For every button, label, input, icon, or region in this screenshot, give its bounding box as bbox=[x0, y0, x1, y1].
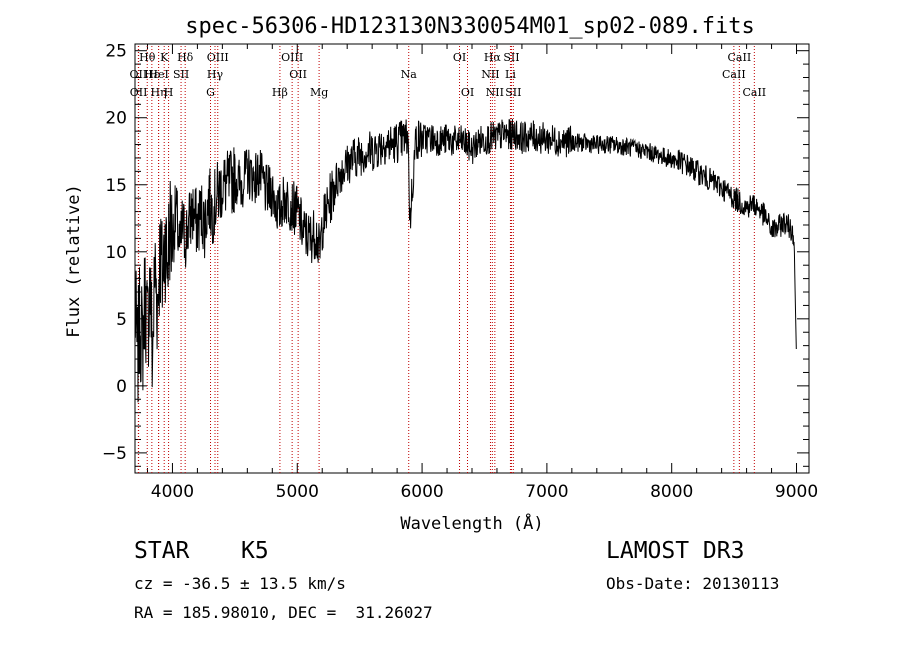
flux-line bbox=[134, 118, 797, 403]
y-tick-label: 5 bbox=[116, 310, 127, 330]
y-axis-label: Flux (relative) bbox=[64, 184, 84, 338]
spectral-line-label: CaII bbox=[728, 51, 752, 64]
spectral-line-label: HeI bbox=[148, 68, 168, 81]
y-tick-label: −5 bbox=[102, 444, 127, 464]
spectral-line-label: Hα bbox=[484, 51, 502, 64]
spectral-line-label: CaII bbox=[742, 86, 766, 99]
spectral-line-label: OII bbox=[289, 68, 307, 81]
y-tick-label: 20 bbox=[105, 109, 127, 129]
spectral-line-label: NII bbox=[486, 86, 504, 99]
spectral-line-label: G bbox=[206, 86, 215, 99]
spectral-line-label: NII bbox=[481, 68, 499, 81]
axes bbox=[134, 43, 810, 474]
x-tick-label: 8000 bbox=[650, 482, 693, 502]
spectral-line-label: OIII bbox=[207, 51, 229, 64]
spectral-line-label: H bbox=[164, 86, 174, 99]
plot-frame bbox=[134, 43, 810, 474]
spectral-line-label: OII bbox=[130, 86, 148, 99]
spectral-line-label: Mg bbox=[310, 86, 328, 99]
spectral-line-label: Li bbox=[505, 68, 516, 81]
y-tick-label: 25 bbox=[105, 42, 127, 62]
spectral-line-label: OI bbox=[461, 86, 474, 99]
x-tick-label: 4000 bbox=[151, 482, 194, 502]
chart-title: spec-56306-HD123130N330054M01_sp02-089.f… bbox=[185, 14, 755, 39]
y-tick-label: 15 bbox=[105, 176, 127, 196]
x-tick-label: 5000 bbox=[276, 482, 319, 502]
spectral-line-label: OII bbox=[130, 68, 148, 81]
y-tick-label: 0 bbox=[116, 377, 127, 397]
redshift-cz: cz = -36.5 ± 13.5 km/s bbox=[134, 574, 346, 593]
y-tick-label: 10 bbox=[105, 243, 127, 263]
x-tick-label: 6000 bbox=[400, 482, 443, 502]
spectral-line-label: Hβ bbox=[272, 86, 288, 99]
spectral-line-label: Hγ bbox=[207, 68, 224, 81]
ra-dec: RA = 185.98010, DEC = 31.26027 bbox=[134, 603, 433, 622]
spectral-line-label: SII bbox=[503, 51, 519, 64]
spectral-line-label: K bbox=[160, 51, 169, 64]
spectral-line-label: SII bbox=[173, 68, 189, 81]
survey-name: LAMOST DR3 bbox=[606, 538, 745, 564]
spectral-line-label: Hε bbox=[144, 68, 160, 81]
spectral-line-label: Hη bbox=[150, 86, 166, 99]
spectral-line-label: OIII bbox=[281, 51, 303, 64]
spectral-line-label: Na bbox=[401, 68, 418, 81]
obs-date: Obs-Date: 20130113 bbox=[606, 574, 780, 593]
tick-labels: 4000 5000 6000 7000 8000 9000 −5 0 5 10 15 20 25 bbox=[102, 42, 818, 502]
object-class: STAR bbox=[134, 538, 190, 564]
spectral-line-label: OI bbox=[453, 51, 466, 64]
x-tick-label: 7000 bbox=[525, 482, 568, 502]
spectral-line-label: SII bbox=[505, 86, 521, 99]
spectral-line-label: CaII bbox=[722, 68, 746, 81]
spectral-line-label: Hθ bbox=[139, 51, 156, 64]
spectral-line-label: Hδ bbox=[177, 51, 194, 64]
object-subclass: K5 bbox=[241, 538, 269, 564]
x-axis-label: Wavelength (Å) bbox=[400, 512, 543, 534]
x-tick-label: 9000 bbox=[775, 482, 818, 502]
